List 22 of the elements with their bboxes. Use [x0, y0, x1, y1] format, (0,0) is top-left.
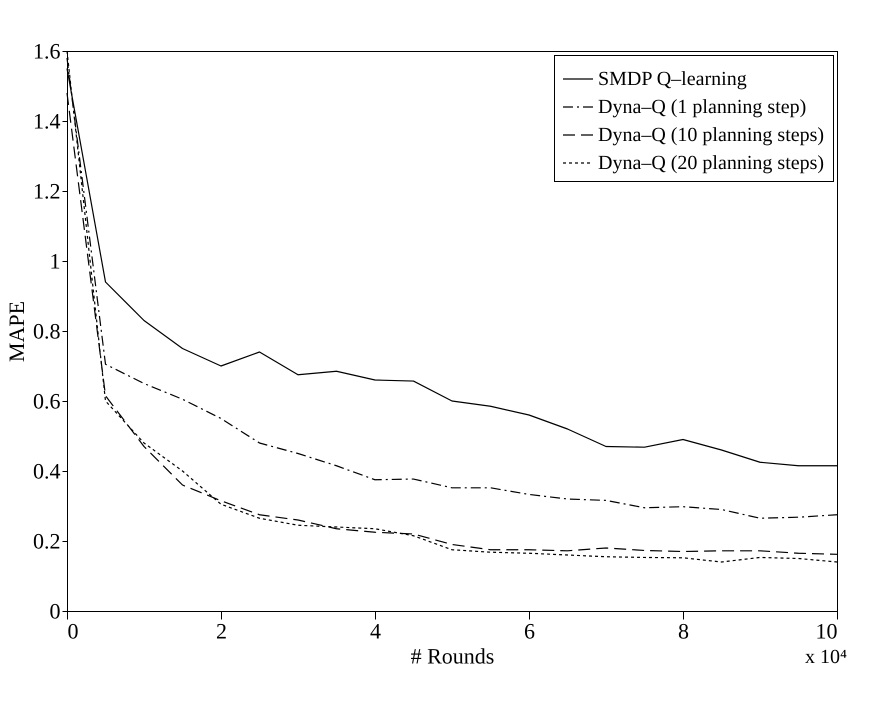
y-tick-label: 1.4 — [33, 108, 60, 134]
x-tick-label: 4 — [370, 618, 381, 644]
x-tick-label: 6 — [524, 618, 535, 644]
x-axis-title: # Rounds — [410, 644, 494, 668]
x-tick-label: 8 — [678, 618, 689, 644]
legend-label: Dyna–Q (1 planning step) — [598, 96, 806, 118]
y-tick-label: 1 — [50, 248, 60, 274]
y-tick-label: 1.6 — [33, 38, 60, 64]
x-tick-label: 10 — [816, 618, 838, 644]
y-tick-label: 0.4 — [33, 458, 60, 484]
x-tick-label: 2 — [216, 618, 227, 644]
x-tick-label: 0 — [68, 618, 78, 644]
legend-label: SMDP Q–learning — [598, 68, 747, 90]
y-tick-label: 0 — [50, 598, 60, 624]
y-tick-label: 1.2 — [33, 178, 60, 204]
y-axis-title: MAPE — [4, 300, 29, 362]
y-tick-label: 0.8 — [33, 318, 60, 344]
legend-label: Dyna–Q (10 planning steps) — [598, 124, 824, 146]
y-tick-label: 0.6 — [33, 388, 60, 414]
text: x 10⁴ — [805, 646, 848, 668]
y-tick-label: 0.2 — [33, 528, 60, 554]
legend-label: Dyna–Q (20 planning steps) — [598, 152, 824, 174]
